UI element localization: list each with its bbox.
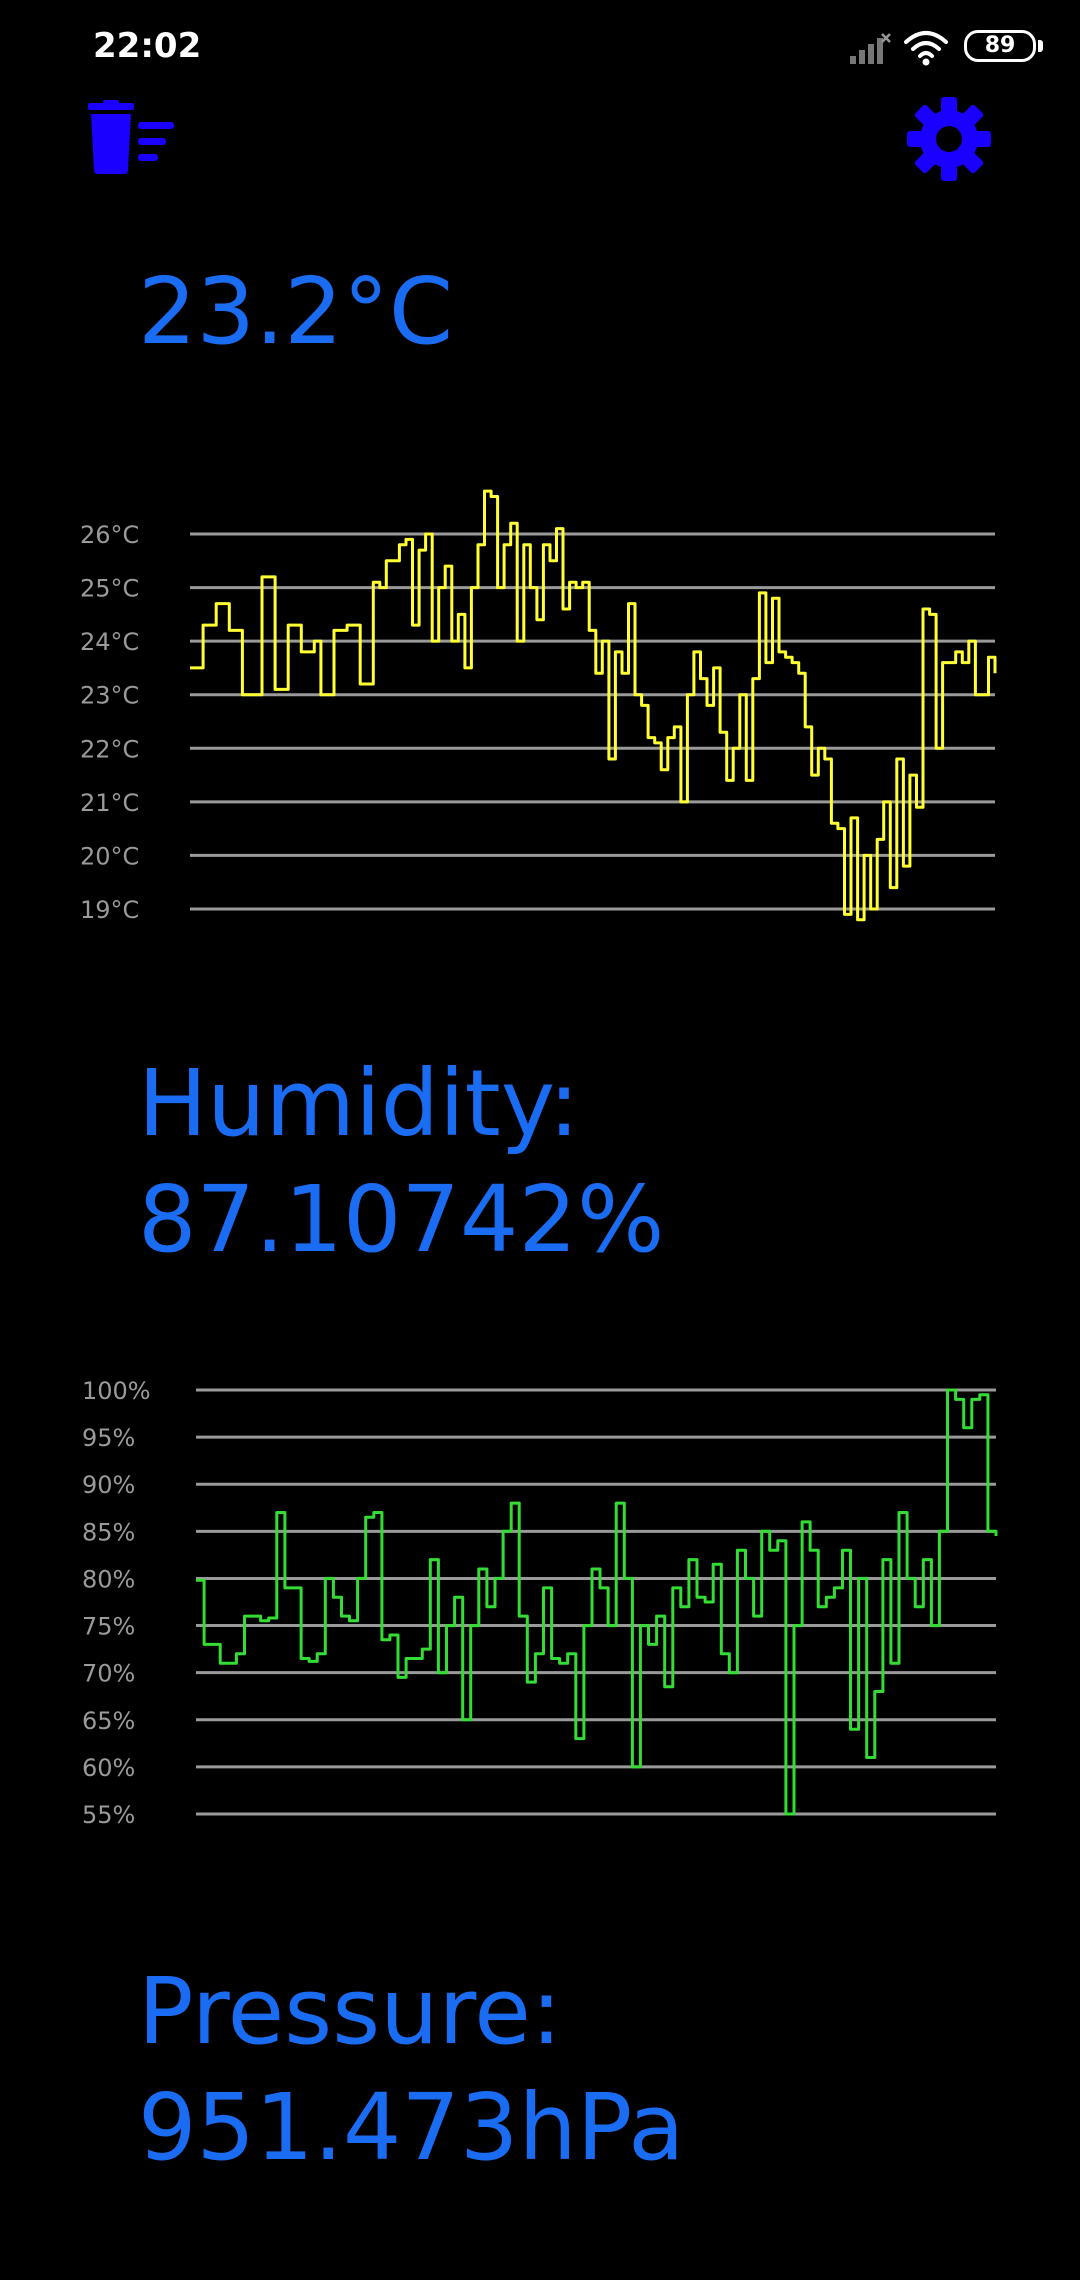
status-time: 22:02 [93, 26, 202, 66]
wifi-icon [904, 31, 948, 66]
battery-tip [1038, 40, 1043, 52]
series-line [196, 1388, 998, 1816]
y-tick-label: 22°C [80, 735, 139, 763]
y-tick-label: 100% [82, 1377, 151, 1405]
y-tick-label: 55% [82, 1801, 135, 1829]
y-tick-label: 70% [82, 1660, 135, 1688]
pressure-label: Pressure: [138, 1958, 562, 2065]
humidity-chart: 100% 95% 90% 85% 80% 75% 70% 65% 60% 55% [0, 1360, 1080, 1850]
y-tick-label: 20°C [80, 842, 139, 870]
settings-button[interactable] [906, 96, 992, 182]
temperature-chart: 26°C 25°C 24°C 23°C 22°C 21°C 20°C 19°C [0, 460, 1080, 940]
battery-indicator: 89 [964, 30, 1064, 62]
y-tick-label: 65% [82, 1707, 135, 1735]
signal-icon [850, 33, 891, 64]
pressure-value: 951.473hPa [138, 2074, 685, 2181]
clear-data-button[interactable] [88, 100, 178, 176]
y-tick-label: 21°C [80, 789, 139, 817]
battery-level: 89 [964, 30, 1036, 62]
gear-icon [907, 97, 991, 181]
status-bar: 22:02 89 [0, 0, 1080, 96]
y-tick-label: 24°C [80, 628, 139, 656]
y-tick-label: 85% [82, 1518, 135, 1546]
temperature-chart-svg: 26°C 25°C 24°C 23°C 22°C 21°C 20°C 19°C [80, 489, 997, 924]
y-tick-label: 23°C [80, 682, 139, 710]
y-tick-label: 80% [82, 1565, 135, 1593]
series-line [190, 489, 997, 922]
y-tick-label: 90% [82, 1471, 135, 1499]
y-tick-label: 75% [82, 1613, 135, 1641]
humidity-value: 87.10742% [138, 1166, 665, 1273]
humidity-chart-svg: 100% 95% 90% 85% 80% 75% 70% 65% 60% 55% [82, 1377, 998, 1829]
humidity-label: Humidity: [138, 1050, 580, 1157]
pressure-reading: Pressure: 951.473hPa [138, 1954, 684, 2186]
y-tick-label: 60% [82, 1754, 135, 1782]
y-tick-label: 19°C [80, 896, 139, 924]
y-tick-label: 25°C [80, 575, 139, 603]
humidity-reading: Humidity: 87.10742% [138, 1046, 664, 1278]
temperature-value: 23.2°C [138, 258, 454, 365]
y-tick-label: 26°C [80, 521, 139, 549]
y-tick-label: 95% [82, 1424, 135, 1452]
temperature-reading: 23.2°C [138, 254, 453, 370]
trash-list-icon [88, 100, 174, 174]
